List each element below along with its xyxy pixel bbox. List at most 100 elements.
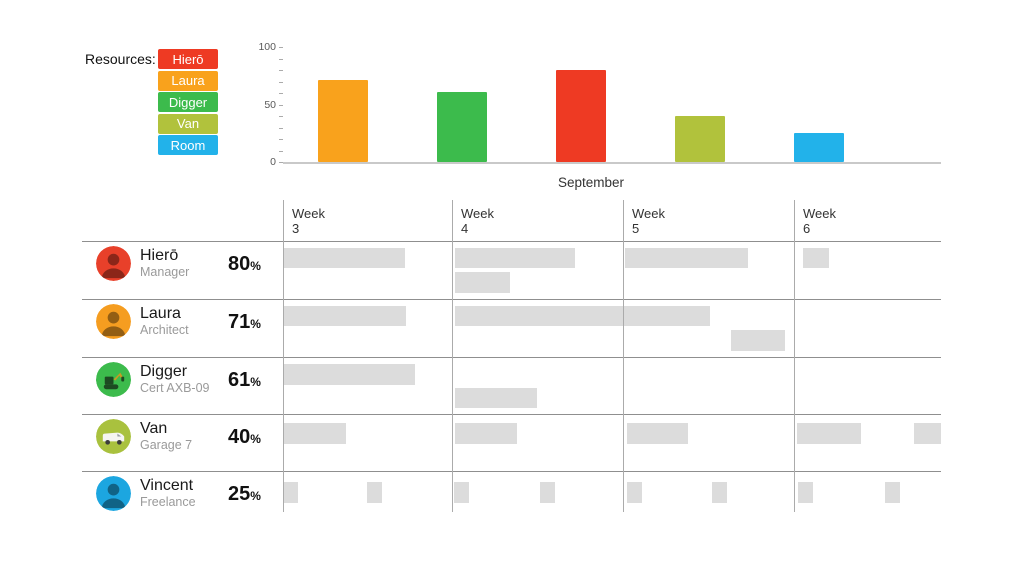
chart-x-axis-line [283,162,941,164]
week-divider-line [623,200,624,512]
allocation-bar-hierō[interactable] [803,248,829,268]
chart-y-tick-mark [279,81,283,83]
allocation-bar-van[interactable] [455,423,517,444]
resource-name: Van [140,420,168,437]
chart-y-tick-label: 0 [270,156,276,168]
week-divider-line [794,200,795,512]
resource-row-digger[interactable]: Digger Cert AXB-09 61% [82,357,282,414]
legend-chip-van[interactable]: Van [158,113,218,134]
resource-role: Cert AXB-09 [140,381,210,395]
allocation-bar-digger[interactable] [455,388,537,408]
resource-row-hierō[interactable]: Hierō Manager 80% [82,241,282,298]
legend-chip-digger[interactable]: Digger [158,92,218,112]
percent-suffix: % [250,432,261,446]
legend-chip-label: Van [176,116,200,131]
allocation-bar-vincent[interactable] [712,482,727,503]
allocation-bar-van[interactable] [627,423,688,444]
legend-chip-label: Room [170,137,206,153]
utilization-percent: 80% [228,254,261,274]
resource-name: Vincent [140,477,194,494]
allocation-bar-hierō[interactable] [625,248,748,268]
allocation-bar-laura[interactable] [731,330,785,351]
resource-role: Freelance [140,495,196,509]
allocation-bar-vincent[interactable] [454,482,469,503]
row-separator-line [82,241,941,242]
resource-row-laura[interactable]: Laura Architect 71% [82,299,282,356]
resource-name: Hierō [140,247,179,264]
chart-y-tick-mark [279,47,283,48]
legend-chip-label: Laura [171,73,205,88]
chart-x-axis-label: September [557,175,625,190]
allocation-bar-vincent[interactable] [367,482,382,503]
chart-y-tick-mark [279,162,283,163]
week-header-4: Week 4 [461,206,494,236]
allocation-bar-digger[interactable] [283,364,415,385]
week-divider-line [452,200,453,512]
utilization-percent: 61% [228,370,261,390]
resource-role: Garage 7 [140,438,193,452]
chart-bar-hierō[interactable] [556,70,606,162]
legend-chip-hierō[interactable]: Hierō [158,49,218,69]
avatar [96,362,131,397]
allocation-bar-hierō[interactable] [455,248,575,268]
percent-suffix: % [250,259,261,273]
allocation-bar-vincent[interactable] [283,482,298,503]
row-separator-line [82,414,941,415]
allocation-bar-van[interactable] [283,423,346,444]
chart-y-tick-mark [279,70,283,71]
allocation-bar-van[interactable] [797,423,861,444]
percent-suffix: % [250,489,261,503]
allocation-bar-van[interactable] [914,423,941,444]
chart-y-tick-mark [279,127,283,129]
chart-y-tick-mark [279,139,283,140]
resource-name: Laura [140,305,181,322]
allocation-bar-hierō[interactable] [455,272,510,293]
week-divider-line [283,200,284,512]
chart-bar-laura[interactable] [318,80,368,162]
legend-chip-room[interactable]: Room [158,135,218,155]
allocation-bar-vincent[interactable] [540,482,555,503]
resource-role: Architect [140,323,189,337]
week-header-6: Week 6 [803,206,836,236]
chart-y-tick-label: 100 [258,41,276,53]
chart-y-tick-mark [279,150,283,152]
legend-chip-label: Digger [168,94,208,110]
allocation-bar-laura[interactable] [455,306,710,326]
resource-name: Digger [140,363,188,380]
row-separator-line [82,357,941,358]
percent-value: 40 [228,426,251,448]
chart-y-tick-mark [279,104,283,106]
utilization-percent: 25% [228,484,261,504]
avatar [96,246,131,281]
avatar [96,476,131,511]
percent-value: 25 [228,483,251,505]
chart-y-tick-mark [279,58,283,60]
row-separator-line [82,299,941,300]
percent-suffix: % [250,317,261,331]
chart-y-tick-mark [279,93,283,94]
allocation-bar-laura[interactable] [283,306,406,326]
allocation-bar-vincent[interactable] [627,482,642,503]
percent-value: 61 [228,369,251,391]
allocation-bar-vincent[interactable] [798,482,813,503]
legend-chip-label: Hierō [172,51,204,67]
chart-bar-van[interactable] [675,116,725,162]
chart-bar-room[interactable] [794,133,844,162]
utilization-percent: 71% [228,312,261,332]
avatar [96,304,131,339]
resource-row-vincent[interactable]: Vincent Freelance 25% [82,471,282,528]
allocation-bar-vincent[interactable] [885,482,900,503]
resource-row-van[interactable]: Van Garage 7 40% [82,414,282,471]
allocation-bar-hierō[interactable] [283,248,405,268]
chart-y-tick-mark [279,116,283,117]
chart-y-tick-label: 50 [264,98,276,111]
week-header-3: Week 3 [292,206,325,236]
chart-bar-digger[interactable] [437,91,487,162]
percent-suffix: % [250,375,261,389]
legend-chip-laura[interactable]: Laura [158,70,218,91]
row-separator-line [82,471,941,472]
avatar [96,419,131,454]
utilization-percent: 40% [228,427,261,447]
resource-role: Manager [140,265,190,279]
